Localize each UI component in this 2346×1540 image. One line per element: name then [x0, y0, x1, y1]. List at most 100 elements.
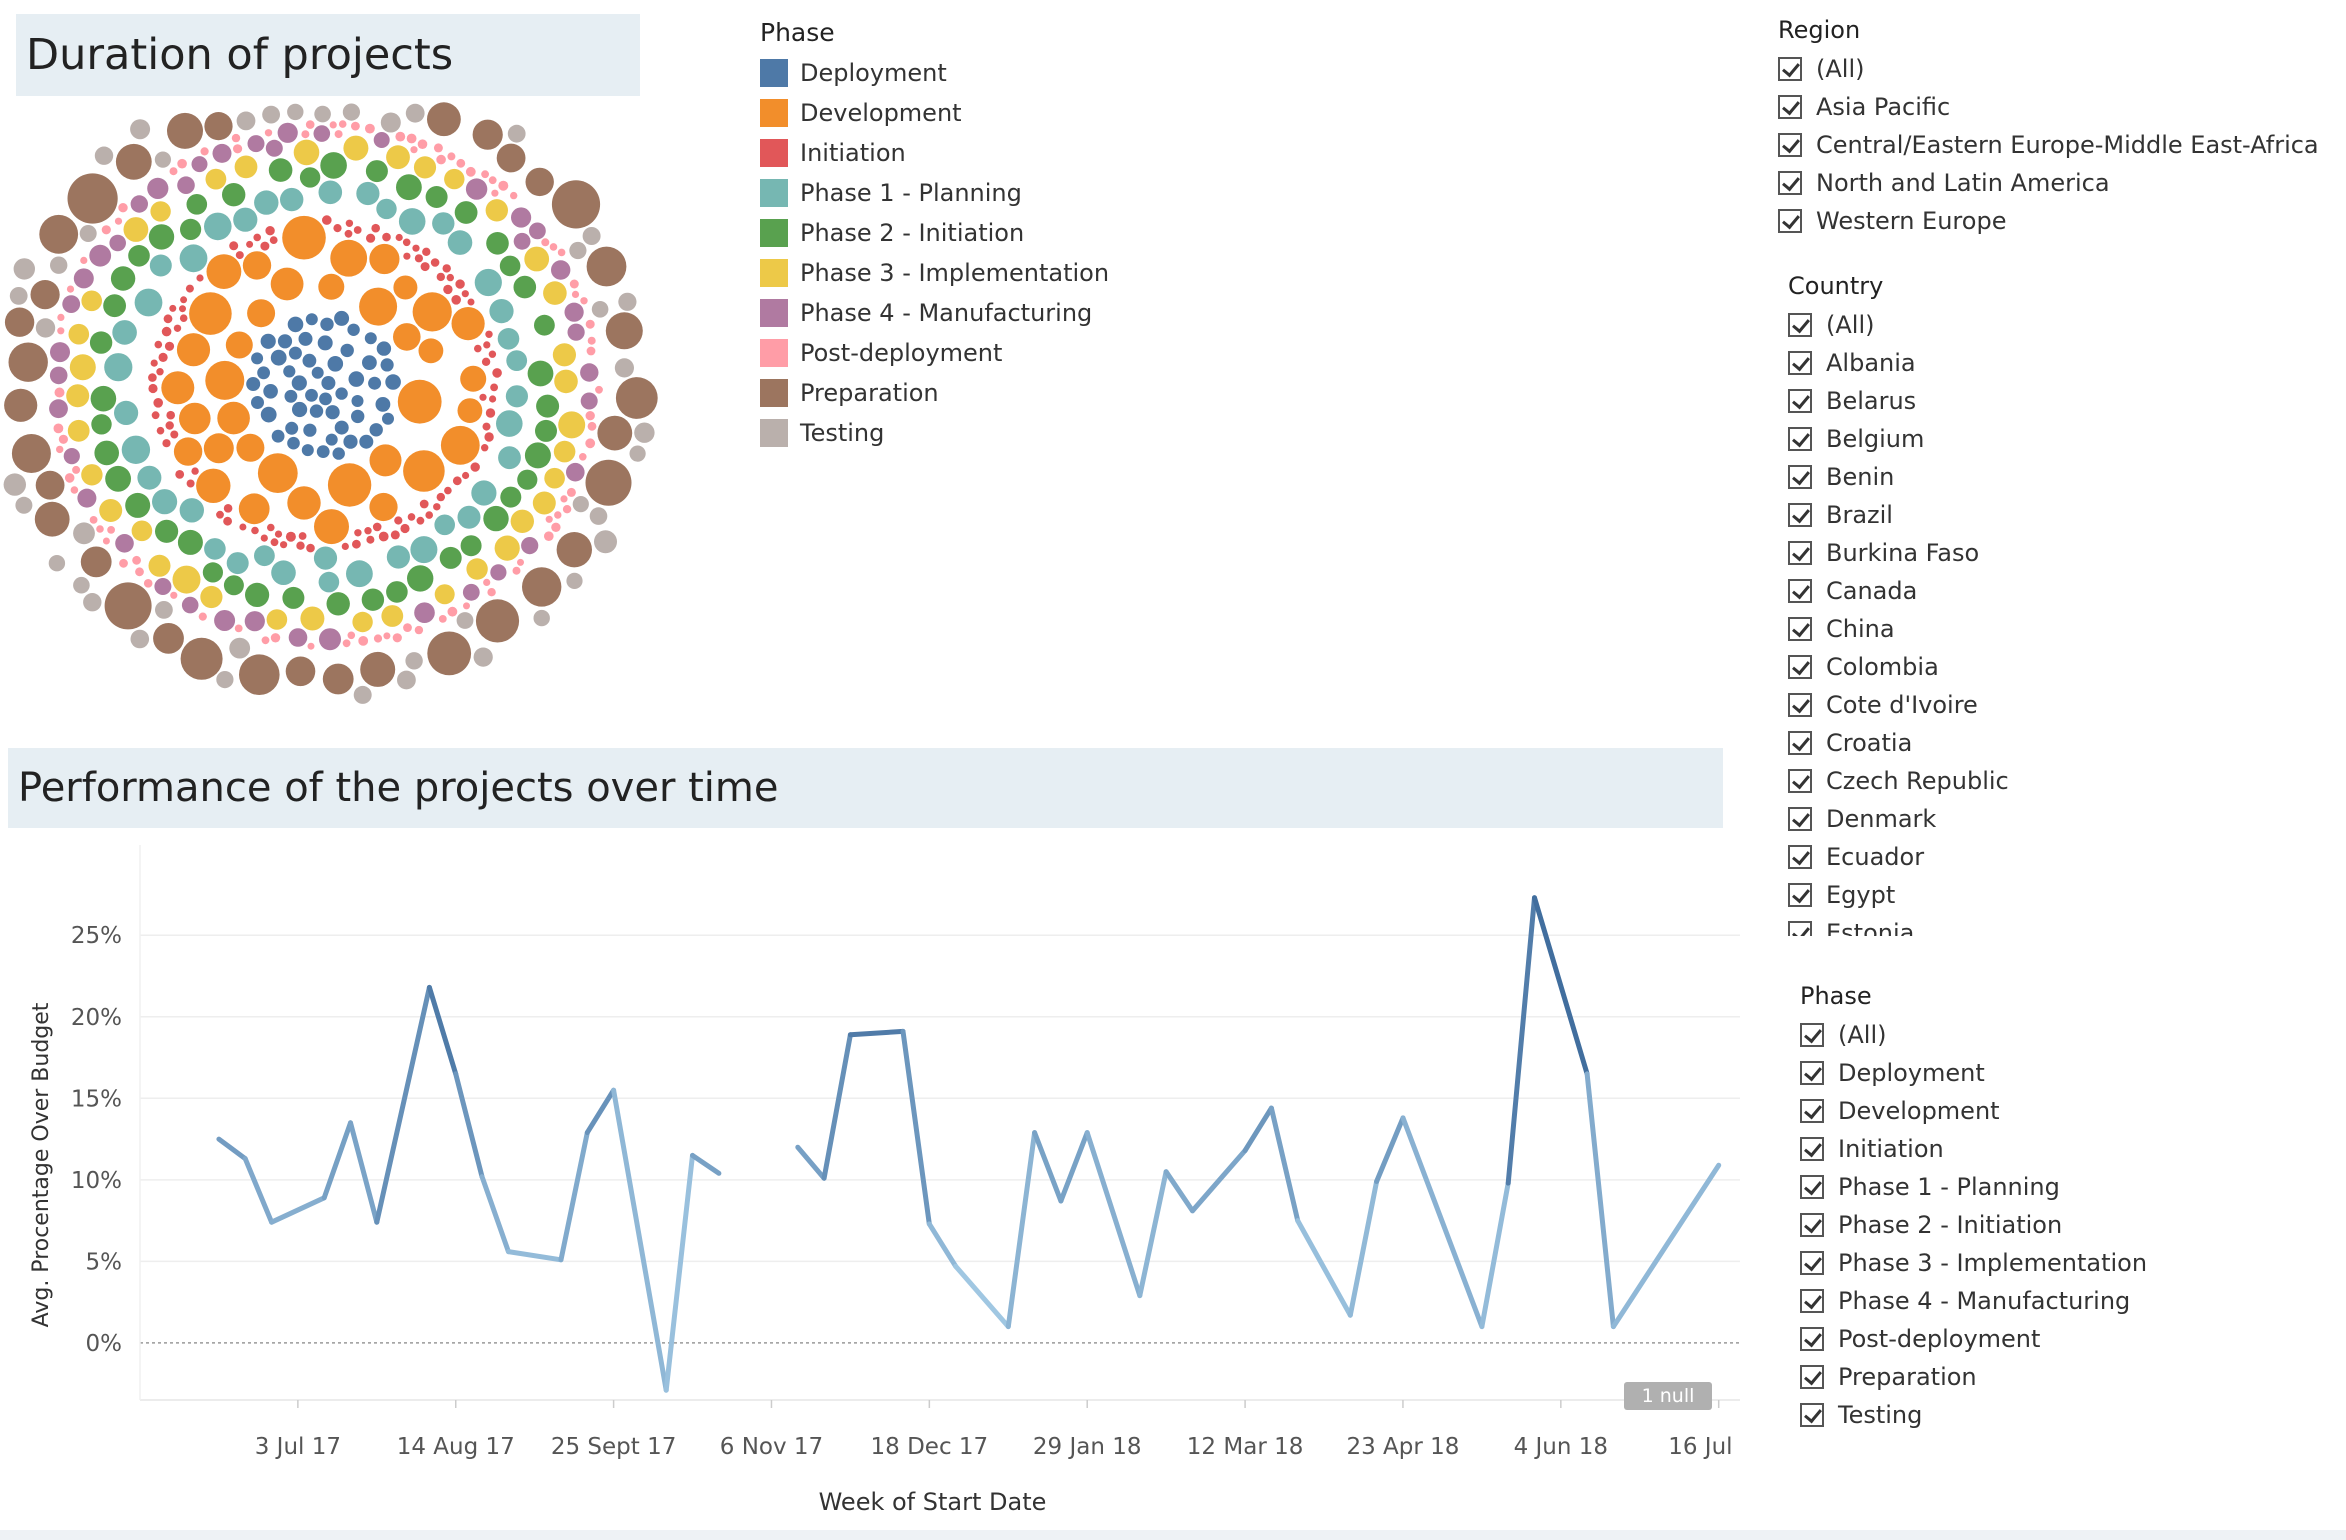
bubble-initiation[interactable] [403, 252, 411, 260]
bubble-phase-2-initiation[interactable] [299, 167, 321, 188]
bubble-testing[interactable] [287, 103, 304, 121]
bubble-phase-4-manufacturing[interactable] [564, 302, 584, 322]
legend-item-preparation[interactable]: Preparation [760, 373, 1109, 413]
bubble-phase-3-implementation[interactable] [205, 168, 227, 190]
bubble-phase-3-implementation[interactable] [543, 281, 567, 305]
country-filter-item-czech-republic[interactable]: Czech Republic [1788, 762, 2009, 800]
bubble-phase-2-initiation[interactable] [90, 385, 117, 412]
bubble-testing[interactable] [229, 637, 251, 659]
bubble-post-deployment[interactable] [595, 385, 603, 394]
bubble-deployment[interactable] [251, 352, 264, 365]
bubble-post-deployment[interactable] [89, 516, 98, 524]
bubble-initiation[interactable] [422, 247, 431, 256]
legend-item-development[interactable]: Development [760, 93, 1109, 133]
bubble-phase-1-planning[interactable] [386, 545, 410, 569]
bubble-phase-4-manufacturing[interactable] [77, 488, 97, 508]
bubble-post-deployment[interactable] [436, 154, 446, 165]
bubble-phase-3-implementation[interactable] [552, 343, 577, 367]
bubble-post-deployment[interactable] [463, 602, 470, 610]
bubble-phase-4-manufacturing[interactable] [109, 234, 126, 252]
bubble-phase-2-initiation[interactable] [222, 183, 246, 207]
bubble-initiation[interactable] [366, 233, 376, 243]
bubble-testing[interactable] [594, 530, 617, 554]
bubble-preparation[interactable] [80, 546, 112, 578]
bubble-initiation[interactable] [170, 430, 179, 439]
bubble-testing[interactable] [73, 576, 90, 594]
bubble-post-deployment[interactable] [365, 123, 375, 134]
bubble-initiation[interactable] [165, 421, 174, 430]
bubble-phase-1-planning[interactable] [271, 560, 296, 585]
bubble-phase-2-initiation[interactable] [524, 442, 551, 469]
legend-item-deployment[interactable]: Deployment [760, 53, 1109, 93]
bubble-post-deployment[interactable] [410, 146, 418, 154]
bubble-post-deployment[interactable] [135, 567, 144, 577]
bubble-phase-3-implementation[interactable] [485, 199, 508, 222]
bubble-testing[interactable] [94, 146, 114, 165]
bubble-phase-3-implementation[interactable] [68, 323, 90, 345]
checkbox-checked-icon[interactable] [1788, 617, 1812, 641]
bubble-post-deployment[interactable] [338, 120, 347, 128]
bubble-preparation[interactable] [204, 112, 233, 141]
checkbox-checked-icon[interactable] [1800, 1365, 1824, 1389]
bubble-initiation[interactable] [395, 233, 403, 242]
line-segment[interactable] [953, 1263, 1011, 1330]
bubble-phase-1-planning[interactable] [254, 545, 275, 567]
bubble-post-deployment[interactable] [198, 612, 207, 621]
bubble-phase-1-planning[interactable] [457, 505, 481, 529]
bubble-development[interactable] [206, 254, 242, 289]
bubble-testing[interactable] [629, 445, 646, 462]
line-segment[interactable] [269, 1195, 327, 1225]
bubble-phase-4-manufacturing[interactable] [73, 268, 94, 289]
line-segment[interactable] [1532, 895, 1590, 1077]
legend-item-phase-4-manufacturing[interactable]: Phase 4 - Manufacturing [760, 293, 1109, 333]
bubble-development[interactable] [318, 273, 345, 300]
bubble-deployment[interactable] [316, 445, 330, 458]
line-segment[interactable] [1032, 1130, 1064, 1204]
bubble-development[interactable] [176, 333, 211, 367]
bubble-post-deployment[interactable] [571, 290, 580, 298]
bubble-initiation[interactable] [156, 368, 164, 376]
bubble-post-deployment[interactable] [119, 558, 128, 568]
bubble-initiation[interactable] [270, 538, 279, 547]
bubble-post-deployment[interactable] [392, 633, 402, 643]
bubble-phase-2-initiation[interactable] [326, 592, 350, 616]
bubble-initiation[interactable] [420, 262, 430, 272]
bubble-phase-3-implementation[interactable] [99, 499, 123, 522]
bubble-post-deployment[interactable] [447, 606, 458, 617]
bubble-phase-3-implementation[interactable] [434, 584, 455, 605]
bubble-phase-3-implementation[interactable] [524, 246, 550, 272]
checkbox-checked-icon[interactable] [1778, 133, 1802, 157]
bubble-post-deployment[interactable] [118, 203, 128, 213]
bubble-initiation[interactable] [296, 541, 305, 550]
bubble-development[interactable] [270, 267, 304, 301]
bubble-initiation[interactable] [451, 295, 462, 305]
checkbox-checked-icon[interactable] [1788, 921, 1812, 936]
line-segment[interactable] [926, 1221, 959, 1269]
bubble-initiation[interactable] [470, 462, 480, 472]
bubble-phase-1-planning[interactable] [489, 299, 514, 324]
bubble-post-deployment[interactable] [200, 147, 209, 156]
phase-filter-item-all[interactable]: (All) [1800, 1016, 2147, 1054]
bubble-initiation[interactable] [260, 241, 270, 251]
bubble-phase-1-planning[interactable] [410, 536, 438, 564]
bubble-post-deployment[interactable] [56, 445, 64, 454]
bubble-phase-4-manufacturing[interactable] [567, 323, 585, 341]
bubble-initiation[interactable] [479, 393, 487, 401]
bubble-post-deployment[interactable] [487, 588, 496, 597]
bubble-preparation[interactable] [34, 501, 70, 537]
bubble-phase-2-initiation[interactable] [499, 255, 521, 277]
bubble-initiation[interactable] [446, 273, 454, 282]
bubble-phase-2-initiation[interactable] [320, 152, 347, 179]
bubble-deployment[interactable] [309, 404, 324, 418]
line-segment[interactable] [1610, 1162, 1722, 1330]
line-segment[interactable] [374, 984, 432, 1225]
bubble-development[interactable] [440, 425, 480, 465]
line-chart[interactable]: 0% 5% 10% 15% 20% 25% 3 Jul 17 14 Aug 17 25 Sept… [0, 830, 1740, 1530]
bubble-preparation[interactable] [11, 434, 51, 473]
bubble-development[interactable] [257, 453, 298, 493]
bubble-initiation[interactable] [185, 284, 194, 293]
bubble-testing[interactable] [216, 671, 234, 689]
bubble-initiation[interactable] [239, 523, 247, 531]
checkbox-checked-icon[interactable] [1788, 465, 1812, 489]
bubble-phase-1-planning[interactable] [498, 446, 521, 470]
